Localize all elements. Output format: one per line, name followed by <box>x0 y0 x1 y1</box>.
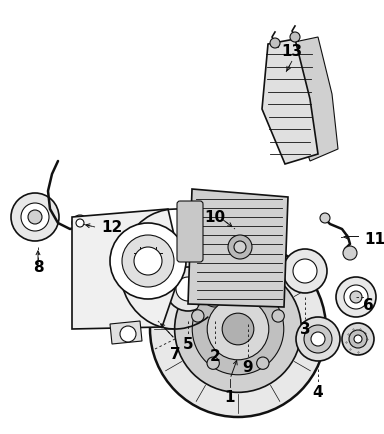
Text: 8: 8 <box>33 260 43 275</box>
Circle shape <box>272 310 284 322</box>
Text: 2: 2 <box>210 349 220 364</box>
Text: 4: 4 <box>313 385 323 400</box>
Circle shape <box>110 224 186 299</box>
Polygon shape <box>110 321 142 344</box>
Circle shape <box>270 39 280 49</box>
Circle shape <box>176 277 200 301</box>
Circle shape <box>207 357 219 369</box>
Circle shape <box>350 291 362 303</box>
Circle shape <box>336 277 376 317</box>
Circle shape <box>220 264 276 320</box>
Circle shape <box>150 241 326 417</box>
Circle shape <box>234 241 246 253</box>
Circle shape <box>122 236 174 287</box>
Circle shape <box>349 330 367 348</box>
Circle shape <box>202 281 228 307</box>
Text: 9: 9 <box>243 360 253 375</box>
Circle shape <box>21 204 49 231</box>
Circle shape <box>175 266 301 392</box>
Text: 1: 1 <box>225 390 235 404</box>
Circle shape <box>354 335 362 343</box>
Text: 10: 10 <box>204 210 225 225</box>
Polygon shape <box>262 40 318 164</box>
Circle shape <box>208 287 222 301</box>
Circle shape <box>230 274 266 310</box>
Circle shape <box>222 313 254 345</box>
Circle shape <box>72 216 88 231</box>
Circle shape <box>134 247 162 275</box>
Circle shape <box>232 281 244 293</box>
Circle shape <box>342 323 374 355</box>
Circle shape <box>192 310 204 322</box>
Circle shape <box>166 267 210 311</box>
Polygon shape <box>285 38 338 161</box>
Text: 11: 11 <box>364 232 384 247</box>
Circle shape <box>344 285 368 309</box>
Circle shape <box>192 283 284 375</box>
Text: 7: 7 <box>170 347 180 362</box>
Circle shape <box>207 299 269 360</box>
Text: 5: 5 <box>183 337 193 352</box>
Circle shape <box>283 250 327 293</box>
Circle shape <box>76 220 84 227</box>
Text: 6: 6 <box>362 297 373 312</box>
Circle shape <box>293 260 317 283</box>
Circle shape <box>257 357 269 369</box>
Text: 12: 12 <box>101 220 122 235</box>
Circle shape <box>343 247 357 260</box>
Text: 13: 13 <box>281 44 303 59</box>
Circle shape <box>311 332 325 346</box>
Polygon shape <box>188 190 288 307</box>
Circle shape <box>11 194 59 241</box>
Circle shape <box>304 325 332 353</box>
Circle shape <box>290 33 300 43</box>
Polygon shape <box>72 210 175 329</box>
Circle shape <box>195 274 235 314</box>
Circle shape <box>296 317 340 361</box>
Circle shape <box>228 236 252 260</box>
Text: 3: 3 <box>300 322 310 337</box>
Circle shape <box>120 326 136 342</box>
Circle shape <box>28 210 42 224</box>
Circle shape <box>320 214 330 224</box>
FancyBboxPatch shape <box>177 201 203 263</box>
